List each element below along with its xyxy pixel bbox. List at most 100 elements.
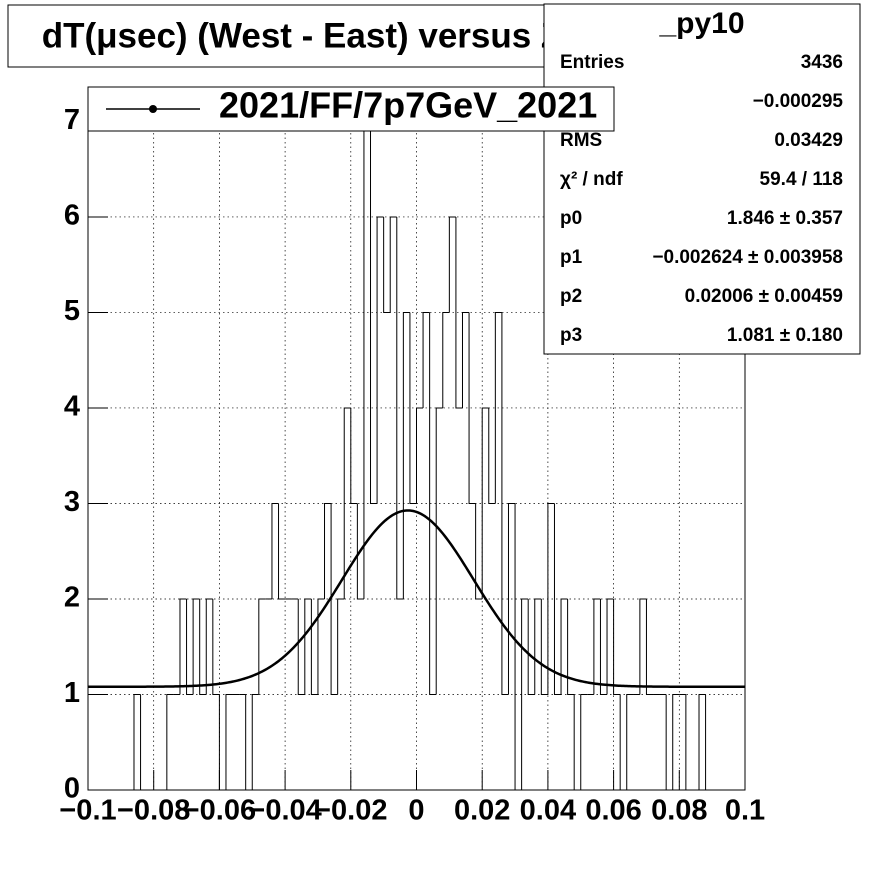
histogram-bin [494, 311, 502, 504]
histogram-bin [422, 311, 430, 408]
x-tick-label: 0 [408, 795, 424, 827]
param-name: p3 [560, 325, 582, 346]
y-tick-label: 4 [64, 391, 80, 423]
histogram-bin [665, 694, 673, 791]
histogram-bin [685, 694, 693, 791]
histogram-bin [409, 312, 417, 504]
histogram-bin [337, 598, 345, 695]
histogram-bin [166, 693, 174, 790]
histogram-bin [218, 694, 226, 791]
histogram-bin [455, 216, 463, 409]
param-name: p2 [560, 286, 582, 307]
y-tick-label: 5 [64, 295, 80, 327]
param-value: 1.846 ± 0.357 [727, 208, 843, 229]
histogram-bin [448, 216, 456, 313]
y-tick-label: 1 [64, 677, 80, 709]
histogram-bin [278, 503, 286, 600]
histogram-bin [468, 312, 476, 504]
histogram-bin [540, 598, 548, 695]
histogram-bin [350, 407, 358, 504]
stats-value: 0.03429 [774, 130, 843, 151]
histogram-bin [475, 503, 483, 600]
histogram-bin [573, 694, 581, 791]
x-tick-label: 0.06 [585, 795, 641, 827]
histogram-bin [317, 598, 325, 695]
histogram-bin [429, 312, 437, 695]
histogram-bin [310, 598, 318, 695]
histogram-bin [599, 598, 608, 695]
chart-title: dT(μsec) (West - East) versus Z [42, 16, 563, 55]
histogram-bin [488, 407, 496, 504]
histogram-bin [521, 598, 529, 790]
histogram-bin [192, 598, 200, 695]
histogram-bin [527, 598, 535, 695]
histogram-bin [251, 693, 259, 790]
param-name: p1 [560, 247, 583, 268]
histogram-bin [179, 598, 187, 695]
histogram-bin [619, 694, 627, 791]
histogram-bin [389, 216, 397, 313]
legend-label: 2021/FF/7p7GeV_2021 [219, 85, 597, 126]
histogram-bin [258, 598, 266, 695]
histogram-bin [514, 503, 522, 791]
x-tick-label: 0.1 [725, 795, 765, 827]
x-tick-label: 0.08 [651, 795, 707, 827]
histogram-bin [186, 598, 194, 695]
histogram-bin [645, 598, 654, 695]
x-tick-label: −0.04 [248, 795, 321, 827]
histogram-bin [481, 407, 489, 599]
param-name: p0 [560, 208, 582, 229]
histogram-bin [133, 693, 141, 790]
histogram-bin [534, 598, 542, 695]
plot-area [87, 88, 746, 791]
histogram-bin [626, 693, 634, 790]
histogram-bin [547, 502, 555, 695]
x-tick-label: −0.02 [314, 795, 387, 827]
stats-label: χ² / ndf [560, 169, 623, 190]
stats-frame [543, 3, 861, 355]
stats-label: Entries [560, 52, 624, 73]
histogram-bin [140, 694, 148, 791]
histogram-bin [698, 693, 706, 790]
histogram-bin [560, 598, 568, 695]
histogram-bin [613, 598, 621, 695]
y-tick-label: 7 [64, 104, 80, 136]
x-tick-label: 0.04 [520, 795, 576, 827]
y-tick-label: 3 [64, 486, 80, 518]
histogram-bin [639, 598, 647, 695]
histogram-bin [297, 598, 305, 695]
histogram-bin [205, 598, 213, 695]
histogram-bin [396, 216, 404, 600]
histogram-bin [593, 598, 601, 695]
histogram-bin [356, 503, 364, 600]
stats-value: 3436 [801, 52, 843, 73]
histogram-bin [672, 693, 680, 790]
stats-title: _py10 [658, 7, 744, 40]
histogram-bin [567, 598, 575, 695]
histogram-bin [705, 694, 713, 791]
histogram-bin [376, 216, 384, 504]
legend: 2021/FF/7p7GeV_2021 [87, 85, 615, 132]
histogram-bin [245, 694, 253, 791]
histogram-bin [199, 598, 207, 695]
histogram-bin [343, 407, 351, 599]
histogram-bin [553, 503, 562, 695]
y-tick-label: 0 [64, 773, 80, 805]
stats-label: RMS [560, 130, 602, 151]
title-box [7, 4, 599, 68]
stats-value: 59.4 / 118 [760, 169, 843, 190]
legend-marker [149, 105, 157, 113]
histogram-bin [225, 693, 233, 790]
histogram-bin [442, 311, 450, 408]
histogram-bin [461, 311, 470, 408]
histogram-bin [580, 693, 588, 790]
x-tick-label: −0.1 [59, 795, 116, 827]
histogram-bin [416, 407, 424, 504]
histogram-bin [304, 598, 312, 695]
histogram-bin [330, 503, 338, 695]
histogram-bin [370, 121, 378, 504]
histogram-bin [324, 502, 332, 599]
histogram-bin [606, 598, 614, 695]
histogram-bin [383, 216, 391, 313]
